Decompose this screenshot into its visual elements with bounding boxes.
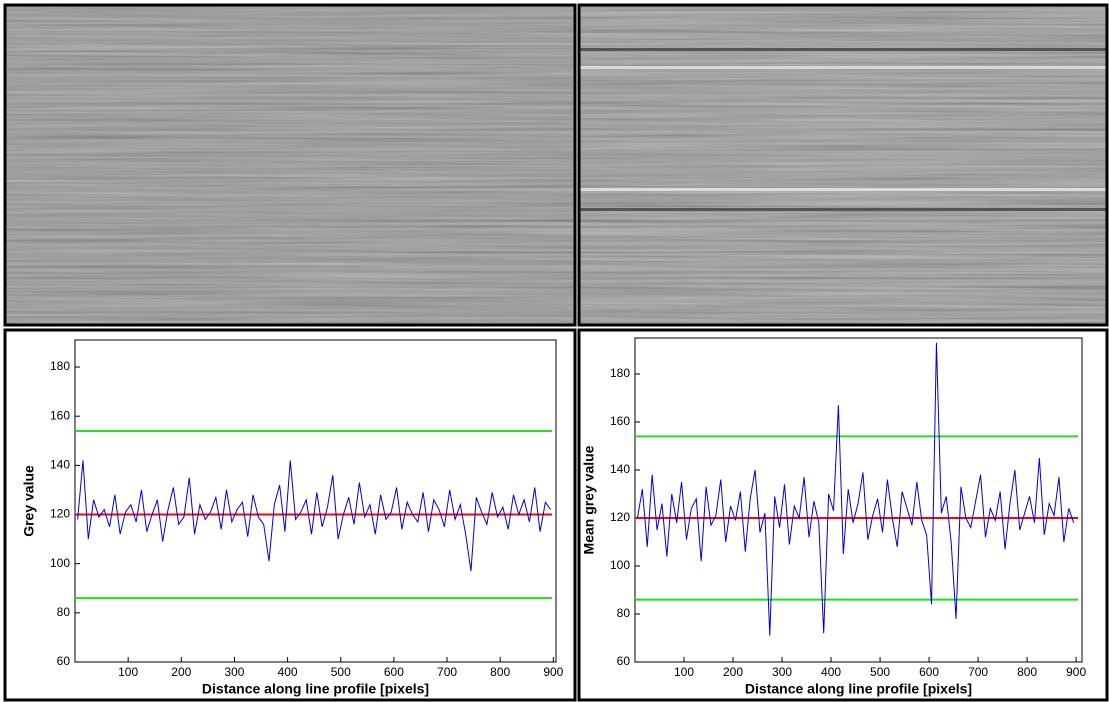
x-tick-label: 500	[870, 665, 890, 679]
y-tick-label: 100	[50, 556, 70, 570]
image-left	[3, 3, 577, 327]
y-tick-label: 100	[610, 558, 630, 572]
y-axis-label: Grey value	[21, 465, 37, 537]
x-tick-label: 800	[490, 665, 510, 679]
y-tick-label: 80	[57, 605, 71, 619]
data-line	[636, 342, 1075, 636]
data-line	[77, 460, 552, 572]
y-tick-label: 60	[617, 654, 631, 668]
x-tick-label: 700	[968, 665, 988, 679]
panel-border	[577, 328, 1109, 702]
x-tick-label: 800	[1017, 665, 1037, 679]
x-tick-label: 600	[384, 665, 404, 679]
x-axis-label: Distance along line profile [pixels]	[745, 681, 972, 697]
x-tick-label: 400	[278, 665, 298, 679]
x-tick-label: 300	[224, 665, 244, 679]
y-tick-label: 120	[50, 507, 70, 521]
x-tick-label: 900	[543, 665, 563, 679]
y-tick-label: 180	[610, 366, 630, 380]
x-tick-label: 600	[919, 665, 939, 679]
y-tick-label: 60	[57, 654, 71, 668]
y-tick-label: 160	[50, 408, 70, 422]
x-axis-label: Distance along line profile [pixels]	[202, 681, 429, 697]
x-tick-label: 100	[674, 665, 694, 679]
y-axis-label: Mean grey value	[581, 445, 597, 554]
x-tick-label: 300	[772, 665, 792, 679]
image-right	[577, 3, 1109, 327]
panel-border	[3, 328, 577, 702]
y-tick-label: 140	[50, 458, 70, 472]
x-tick-label: 200	[171, 665, 191, 679]
y-tick-label: 140	[610, 462, 630, 476]
y-tick-label: 160	[610, 414, 630, 428]
x-tick-label: 500	[331, 665, 351, 679]
x-tick-label: 900	[1066, 665, 1086, 679]
x-tick-label: 100	[118, 665, 138, 679]
y-tick-label: 80	[617, 606, 631, 620]
x-tick-label: 200	[723, 665, 743, 679]
x-tick-label: 700	[437, 665, 457, 679]
x-tick-label: 400	[821, 665, 841, 679]
y-tick-label: 120	[610, 510, 630, 524]
y-tick-label: 180	[50, 359, 70, 373]
